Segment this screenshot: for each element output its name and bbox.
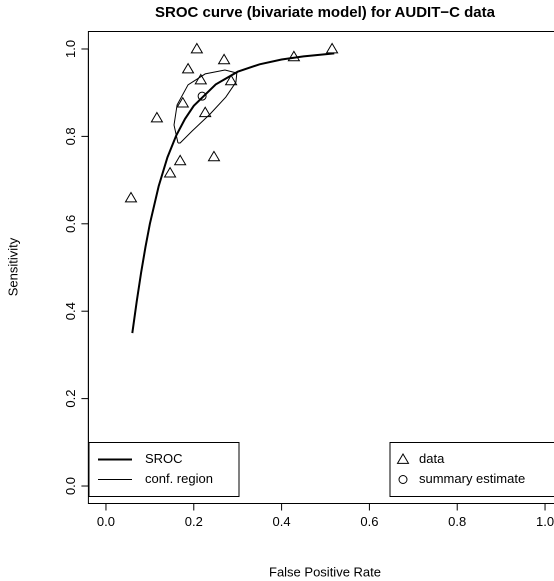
- legend-box: [88, 442, 240, 497]
- legend-label: data: [419, 451, 445, 466]
- x-tick-label: 0.8: [448, 514, 466, 529]
- triangle-marker: [224, 74, 238, 86]
- triangle-marker: [194, 73, 208, 85]
- circle-marker: [197, 91, 207, 101]
- line-series: [131, 52, 335, 334]
- y-tick-label: 0.6: [63, 215, 78, 233]
- triangle-marker: [325, 42, 339, 54]
- legend-box: [389, 442, 554, 497]
- legend-label: conf. region: [145, 471, 213, 486]
- x-tick-label: 0.4: [273, 514, 291, 529]
- y-tick-label: 0.8: [63, 127, 78, 145]
- triangle-marker: [163, 166, 177, 178]
- legend-label: summary estimate: [419, 471, 525, 486]
- y-tick-label: 0.4: [63, 302, 78, 320]
- x-tick-label: 0.6: [360, 514, 378, 529]
- triangle-marker: [207, 150, 221, 162]
- triangle-marker: [287, 50, 301, 62]
- x-axis-label: False Positive Rate: [269, 564, 381, 579]
- x-tick-label: 1.0: [536, 514, 554, 529]
- legend-swatch: [398, 475, 408, 484]
- x-tick-label: 0.2: [185, 514, 203, 529]
- line-series: [173, 69, 238, 144]
- triangle-marker: [173, 154, 187, 166]
- y-tick-label: 1.0: [63, 40, 78, 58]
- triangle-marker: [181, 62, 195, 74]
- chart-title: SROC curve (bivariate model) for AUDIT−C…: [155, 4, 496, 21]
- x-tick-label: 0.0: [97, 514, 115, 529]
- triangle-marker: [198, 106, 212, 118]
- y-tick-label: 0.2: [63, 390, 78, 408]
- triangle-marker: [176, 96, 190, 108]
- plot-frame: [87, 31, 554, 504]
- legend-swatch: [396, 453, 410, 464]
- triangle-marker: [150, 111, 164, 123]
- triangle-marker: [217, 53, 231, 65]
- y-tick-label: 0.0: [63, 477, 78, 495]
- triangle-marker: [124, 191, 138, 203]
- legend-label: SROC: [145, 451, 183, 466]
- triangle-marker: [190, 42, 204, 54]
- y-axis-label: Sensitivity: [5, 237, 20, 296]
